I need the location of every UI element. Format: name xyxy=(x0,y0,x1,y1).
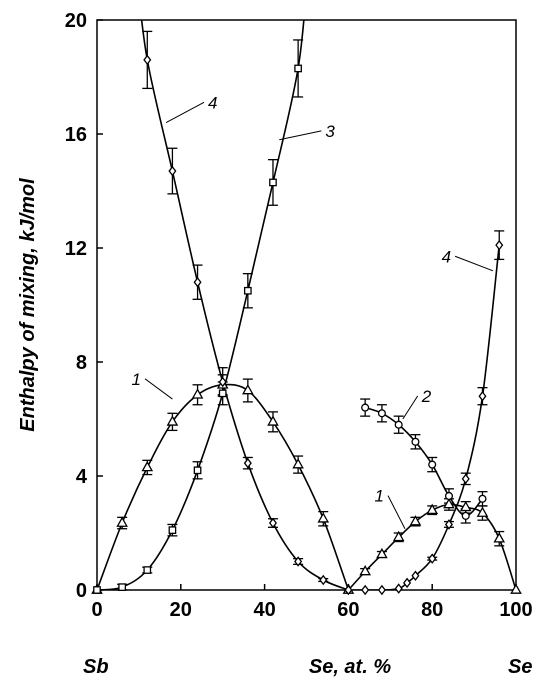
x-tick-label: 40 xyxy=(253,599,275,621)
label-leader xyxy=(402,395,419,420)
series-4-point xyxy=(444,519,453,530)
series-1-point xyxy=(392,530,405,542)
y-tick-label: 16 xyxy=(65,124,87,146)
series-2-point xyxy=(461,511,470,520)
y-tick-label: 12 xyxy=(65,238,87,260)
series-1-point xyxy=(426,503,439,515)
end-label-left: Sb xyxy=(83,656,109,678)
series-4-point xyxy=(143,54,152,66)
series-1-point xyxy=(116,516,128,527)
series-3-point xyxy=(143,566,152,574)
series-2-point xyxy=(361,403,370,412)
series-3-point xyxy=(243,286,252,295)
x-tick-label: 80 xyxy=(421,599,443,621)
series-1-point xyxy=(510,583,522,594)
series-4-point xyxy=(377,584,386,596)
series-2-point xyxy=(377,409,386,418)
series-1-point xyxy=(459,500,472,512)
y-tick-label: 4 xyxy=(76,466,88,488)
x-tick-label: 20 xyxy=(170,599,192,621)
label-leader xyxy=(454,255,494,272)
series-3-point xyxy=(93,586,101,594)
curve-label-3: 3 xyxy=(325,122,335,141)
x-tick-label: 60 xyxy=(337,599,359,621)
series-4-line xyxy=(348,245,500,590)
series-1-point xyxy=(359,564,371,576)
x-tick-label: 100 xyxy=(499,599,532,621)
x-axis-title: Se, at. % xyxy=(309,656,391,678)
series-2-point xyxy=(411,437,420,446)
series-4-point xyxy=(394,583,403,594)
label-leader xyxy=(387,495,406,529)
series-4-point xyxy=(428,553,437,564)
y-axis: 0 4 8 12 16 20 xyxy=(65,10,103,602)
series-1-line xyxy=(97,383,350,590)
series-2-point xyxy=(444,491,454,501)
y-axis-title: Enthalpy of mixing, kJ/mol xyxy=(17,178,39,432)
series-4-point xyxy=(294,556,303,567)
series-1-point xyxy=(292,458,304,469)
series-1-point xyxy=(443,497,455,509)
series-4-point xyxy=(168,165,177,177)
series-2-point xyxy=(428,460,437,469)
series-4-point xyxy=(411,570,420,582)
x-tick-label: 0 xyxy=(91,599,102,621)
label-leader xyxy=(165,101,205,124)
series-4-point xyxy=(319,574,328,586)
series-1-point xyxy=(409,515,422,526)
label-leader xyxy=(144,378,173,400)
series-4-point xyxy=(243,457,252,469)
curve-label-4: 4 xyxy=(442,247,451,266)
series-4-point xyxy=(193,276,202,288)
series-1-point xyxy=(191,388,204,399)
series-3-line xyxy=(97,20,305,590)
series-1-point xyxy=(141,460,154,472)
curve-label-1: 1 xyxy=(375,487,384,506)
series-1-point xyxy=(242,383,254,395)
curve-label-1: 1 xyxy=(132,370,141,389)
series-4-point xyxy=(268,517,277,529)
series-1-point xyxy=(267,415,279,426)
series-curves xyxy=(97,20,516,590)
series-4-point xyxy=(218,376,227,388)
curve-label-4: 4 xyxy=(208,93,217,112)
series-1-line xyxy=(347,503,516,590)
curve-label-2: 2 xyxy=(421,387,432,406)
series-4-point xyxy=(361,584,370,596)
label-leader xyxy=(279,130,322,141)
x-axis: 0 20 40 60 80 100 xyxy=(91,584,533,621)
series-3-point xyxy=(168,526,177,535)
series-1-point xyxy=(493,532,506,543)
data-markers xyxy=(91,54,522,596)
series-1-point xyxy=(166,415,179,426)
plot-frame xyxy=(96,19,517,591)
series-4-point xyxy=(495,239,504,251)
series-1-point xyxy=(476,506,489,517)
series-3-point xyxy=(193,466,202,475)
series-3-point xyxy=(269,178,277,187)
series-3-point xyxy=(294,64,302,73)
series-4-point xyxy=(461,473,470,485)
series-4-point xyxy=(478,390,487,402)
series-4-point xyxy=(344,584,353,596)
series-1-point xyxy=(376,547,388,559)
end-label-right: Se xyxy=(508,656,532,678)
series-1-point xyxy=(317,512,330,523)
series-2-point xyxy=(478,494,487,503)
series-3-point xyxy=(218,389,227,398)
series-2-point xyxy=(394,420,403,429)
series-4-point xyxy=(403,577,412,589)
y-tick-label: 20 xyxy=(65,10,87,32)
y-tick-label: 8 xyxy=(76,352,87,374)
y-tick-label: 0 xyxy=(76,580,87,602)
curve-labels: 1 1 2 3 4 4 xyxy=(132,93,494,529)
series-3-point xyxy=(118,583,126,592)
